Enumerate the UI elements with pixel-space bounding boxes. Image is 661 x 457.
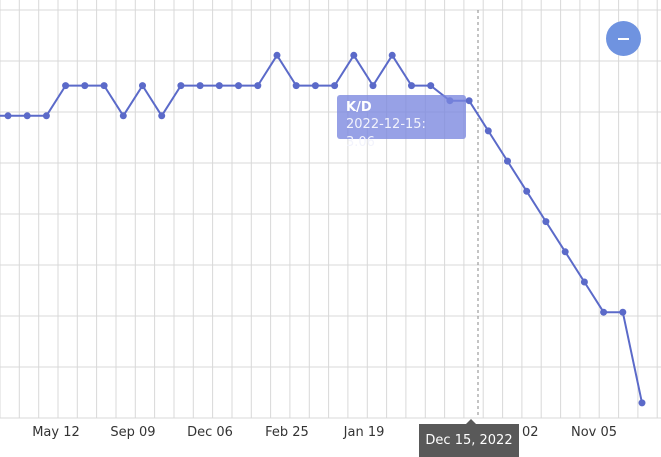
data-point [254,82,262,90]
zoom-reset-button[interactable] [606,21,641,56]
data-point [638,399,646,407]
series-points-layer [4,51,646,407]
data-point [427,82,435,90]
data-point [158,112,166,120]
x-tick-label: Feb 25 [265,425,309,440]
data-point [388,51,396,59]
data-point [177,82,185,90]
data-point [81,82,89,90]
data-point [542,218,550,226]
x-tick-label: May 12 [32,425,80,440]
data-point [196,82,204,90]
crosshair-date-label: Dec 15, 2022 [419,424,519,457]
data-point [504,157,511,165]
data-point [369,82,377,90]
minus-icon [618,38,629,40]
data-point [23,112,31,120]
data-point [4,112,12,120]
x-tick-label: Sep 09 [110,425,155,440]
data-point [273,51,281,59]
crosshair-label-caret [466,419,476,424]
data-point [119,112,127,120]
tooltip: K/D 2022-12-15: 3.06 [337,95,466,150]
data-point [215,82,223,90]
data-point [465,97,473,105]
data-point [235,82,242,90]
data-point [42,112,50,120]
data-point [561,248,569,256]
data-point [580,278,588,286]
data-point [350,51,358,59]
data-point [311,82,319,90]
data-point [100,82,108,90]
data-point [619,308,627,316]
x-tick-label: Dec 06 [187,425,233,440]
tooltip-value: 2022-12-15: 3.06 [346,117,426,150]
data-point [292,82,300,90]
data-point [408,82,415,90]
tooltip-title: K/D [346,100,372,115]
x-tick-label: Nov 05 [571,425,617,440]
data-point [62,82,70,90]
data-point [600,308,608,316]
data-point [139,82,146,90]
data-point [331,82,339,90]
x-tick-label: Jan 19 [343,425,385,440]
data-point [523,187,531,195]
data-point [484,127,492,135]
grid [0,0,661,419]
